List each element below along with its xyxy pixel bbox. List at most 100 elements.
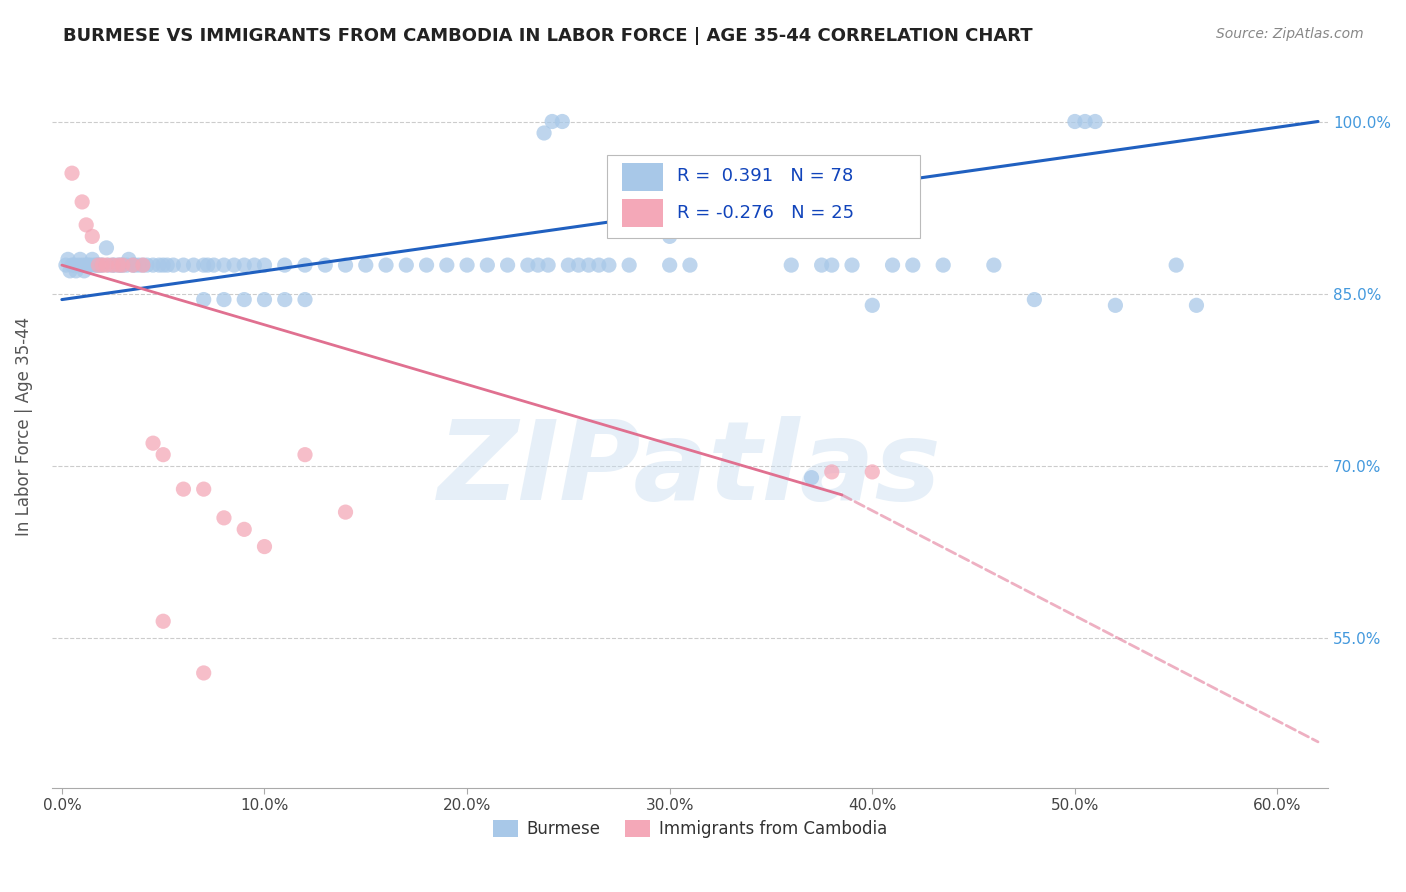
Point [75,258,97,272]
Point [578,258,600,272]
Point [69,252,91,267]
Point [87,258,110,272]
Point [142,436,165,450]
Point [253,258,276,272]
Point [932,258,955,272]
Bar [623,200,664,227]
Point [658,258,681,272]
Point [233,522,256,536]
Point [253,293,276,307]
Point [70,258,93,272]
Point [96,241,118,255]
Point [91,258,114,272]
Point [152,448,174,462]
Point [456,258,478,272]
Point [82,252,104,267]
Point [860,465,883,479]
Point [111,258,134,272]
Point [55,258,77,272]
Point [567,258,589,272]
Point [294,258,316,272]
Point [274,258,297,272]
Bar [623,163,664,191]
Point [780,258,803,272]
Point [132,258,155,272]
Point [212,293,235,307]
Point [598,258,620,272]
Point [65,264,87,278]
Point [132,258,155,272]
Point [202,258,225,272]
Point [193,482,215,496]
Point [162,258,184,272]
Text: R = -0.276   N = 25: R = -0.276 N = 25 [678,204,855,222]
Text: ZIPatlas: ZIPatlas [439,416,942,523]
Point [679,258,702,272]
Point [97,258,120,272]
Point [59,264,82,278]
Point [128,258,150,272]
Point [821,258,844,272]
Point [800,470,823,484]
Point [86,258,108,272]
Point [142,258,165,272]
Text: R =  0.391   N = 78: R = 0.391 N = 78 [678,167,853,186]
Point [740,194,762,209]
Point [193,665,215,680]
Point [541,114,564,128]
Point [183,258,205,272]
Point [658,229,681,244]
Point [335,505,357,519]
Point [1074,114,1097,128]
Text: Source: ZipAtlas.com: Source: ZipAtlas.com [1216,27,1364,41]
Point [73,264,96,278]
Point [152,614,174,628]
Point [172,482,194,496]
Legend: Burmese, Immigrants from Cambodia: Burmese, Immigrants from Cambodia [486,814,894,845]
Point [415,258,437,272]
Point [243,258,266,272]
Point [75,218,97,232]
Point [96,258,118,272]
Point [193,258,215,272]
Point [375,258,398,272]
Point [395,258,418,272]
Point [115,258,138,272]
Point [63,258,86,272]
Point [193,293,215,307]
Point [233,258,256,272]
Point [56,252,79,267]
Point [222,258,245,272]
Point [152,258,174,272]
Point [107,258,129,272]
Point [1024,293,1046,307]
Point [537,258,560,272]
Point [77,258,100,272]
Point [557,258,579,272]
Point [79,258,101,272]
Point [70,194,93,209]
Point [354,258,377,272]
Point [118,252,141,267]
Point [212,258,235,272]
Point [60,258,83,272]
Point [983,258,1005,272]
Point [335,258,357,272]
Point [516,258,538,272]
Point [617,258,640,272]
Point [527,258,550,272]
Point [60,166,83,180]
Point [1185,298,1208,312]
Point [212,511,235,525]
Point [1166,258,1188,272]
Point [551,114,574,128]
Point [67,258,90,272]
Point [1104,298,1126,312]
Point [477,258,499,272]
Bar [607,154,920,238]
Point [810,258,832,272]
Point [156,258,179,272]
Point [901,258,924,272]
Point [496,258,519,272]
Point [87,258,110,272]
